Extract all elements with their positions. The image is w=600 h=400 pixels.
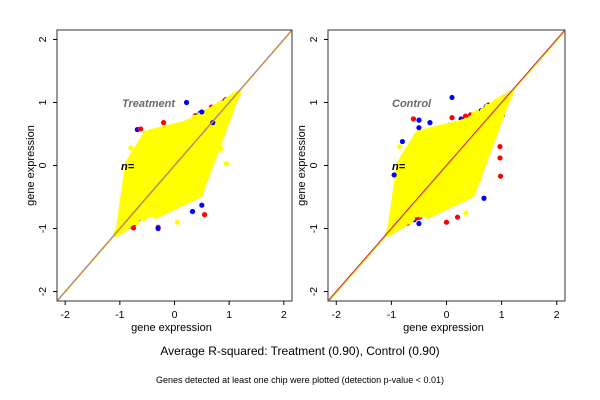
outlier-point — [476, 176, 483, 182]
figure-subcaption: Genes detected at least one chip were pl… — [156, 375, 444, 385]
x-tick-label: 0 — [172, 309, 178, 321]
x-tick-label: 1 — [226, 309, 232, 321]
outlier-point — [397, 143, 403, 150]
x-tick-label: -2 — [61, 309, 70, 321]
outlier-point — [449, 115, 455, 121]
scatter-panel-treatment: -2 -1 0 1 2 -2 -1 0 1 2 Treatment n= gene express… — [25, 29, 293, 334]
outlier-point — [427, 120, 433, 126]
data-point — [399, 206, 406, 212]
n-label: n= — [121, 161, 135, 173]
outlier-point — [399, 138, 406, 145]
fit-line-yellow — [328, 30, 565, 301]
outlier-point — [160, 120, 167, 126]
x-tick-label: 0 — [444, 309, 450, 321]
y-tick-label: 0 — [37, 162, 49, 168]
fit-line-orange — [57, 30, 292, 301]
identity-line-red — [328, 30, 565, 301]
data-point — [395, 225, 402, 231]
outlier-point — [183, 99, 190, 106]
x-tick-label: -1 — [387, 309, 396, 321]
outlier-point — [138, 126, 144, 132]
outlier-point — [201, 212, 208, 218]
outlier-point — [410, 116, 417, 122]
reference-lines-treatment — [57, 30, 292, 301]
x-tick-label: -1 — [115, 309, 124, 321]
outlier-point — [443, 219, 450, 225]
data-point — [462, 113, 469, 119]
y-tick-label: 1 — [308, 99, 320, 105]
data-point — [140, 215, 146, 222]
outlier-point — [416, 117, 422, 123]
outlier-point — [218, 145, 224, 152]
y-tick-label: 0 — [308, 162, 320, 168]
y-tick-label: -2 — [308, 287, 320, 296]
y-tick-label: -2 — [37, 287, 49, 296]
outlier-point — [497, 155, 503, 161]
figure-caption: Average R-squared: Treatment (0.90), Con… — [160, 344, 439, 358]
data-point — [410, 212, 417, 218]
outlier-point — [497, 173, 504, 179]
reference-lines-control — [328, 30, 565, 301]
data-point — [403, 218, 409, 224]
outlier-point — [481, 195, 487, 201]
outlier-point — [155, 225, 161, 232]
outlier-point — [497, 143, 503, 150]
y-tick-label: 2 — [308, 36, 320, 42]
outlier-point — [130, 225, 137, 231]
y-tick-label: 1 — [37, 99, 49, 105]
x-axis-label: gene expression — [131, 322, 212, 334]
outlier-point — [223, 161, 230, 167]
x-axis-label: gene expression — [403, 322, 484, 334]
outlier-point — [416, 125, 422, 131]
y-tick-label: -1 — [308, 224, 320, 233]
outlier-point — [174, 219, 180, 225]
panel-annotation: Treatment — [122, 98, 176, 110]
axes-treatment: -2 -1 0 1 2 -2 -1 0 1 2 — [37, 36, 287, 321]
data-point — [124, 221, 131, 228]
data-point — [132, 213, 138, 220]
y-tick-label: -1 — [37, 224, 49, 233]
outlier-point — [128, 145, 134, 151]
panel-annotation: Control — [392, 98, 432, 110]
x-tick-label: 1 — [499, 309, 505, 321]
y-axis-label: gene expression — [296, 125, 308, 206]
scatter-panel-control: -2 -1 0 1 2 -2 -1 0 1 2 Control n= gene expressio… — [296, 29, 566, 334]
x-tick-label: -2 — [332, 309, 341, 321]
n-label: n= — [392, 161, 406, 173]
outlier-point — [416, 220, 422, 227]
outlier-point — [199, 202, 205, 208]
outlier-point — [454, 214, 461, 220]
outlier-point — [199, 109, 205, 115]
outlier-point — [463, 210, 469, 216]
outlier-point — [189, 208, 196, 215]
y-axis-label: gene expression — [25, 125, 37, 206]
outlier-point — [449, 94, 455, 101]
outlier-point — [391, 172, 397, 178]
x-tick-label: 2 — [281, 309, 287, 321]
y-tick-label: 2 — [37, 36, 49, 42]
x-tick-label: 2 — [554, 309, 560, 321]
axes-control: -2 -1 0 1 2 -2 -1 0 1 2 — [308, 36, 560, 321]
